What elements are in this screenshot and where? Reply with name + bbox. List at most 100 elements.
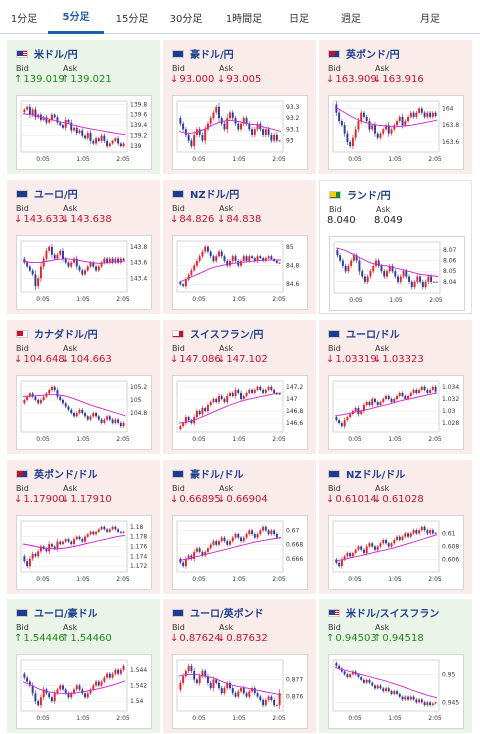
tab-4[interactable]: 1時間足 (225, 13, 263, 25)
currency-card[interactable]: 豪ドル/円 Bid Ask ↓93.000 ↓93.005 93.3 93.2 93.1 93 0… (163, 40, 316, 174)
candle (242, 537, 245, 542)
pair-title[interactable]: ユーロ/豪ドル (16, 605, 98, 620)
pair-title[interactable]: 米ドル/スイスフラン (328, 605, 439, 620)
pair-title[interactable]: 米ドル/円 (16, 46, 78, 61)
pair-title[interactable]: NZドル/ドル (328, 466, 405, 481)
price-chart[interactable]: 0.877 0.876 0:05 1:05 2:05 (172, 654, 308, 729)
pair-title[interactable]: ユーロ/円 (16, 186, 78, 201)
tab-1[interactable]: 5分足 (48, 0, 104, 34)
candle (56, 117, 59, 123)
bid-value: 8.040 (327, 215, 356, 226)
currency-card[interactable]: 豪ドル/ドル Bid Ask ↓0.66895 ↓0.66904 0.67 0.668 0.6… (163, 460, 316, 594)
candle (117, 138, 120, 144)
candle (103, 135, 106, 141)
candle (184, 671, 187, 677)
pair-title[interactable]: スイスフラン/円 (172, 326, 263, 341)
flag-icon (16, 49, 28, 58)
currency-card[interactable]: NZドル/ドル Bid Ask ↓0.61014 ↓0.61028 0.61 0.608 0.… (319, 460, 472, 594)
bid-label: Bid (16, 623, 29, 632)
bid-value: 163.909 (335, 74, 377, 85)
candle (92, 531, 95, 535)
price-chart[interactable]: 139.8 139.6 139.4 139.2 139 0:05 1:05 2:05 (16, 95, 152, 170)
currency-card[interactable]: 英ポンド/ドル Bid Ask ↓1.17900 ↓1.17910 1.18 1.178 1.… (7, 460, 160, 594)
price-chart[interactable]: 93.3 93.2 93.1 93 0:05 1:05 2:05 (172, 95, 308, 170)
candle (429, 389, 432, 393)
currency-card[interactable]: 英ポンド/円 Bid Ask ↓163.909 ↓163.916 164 163.8 163.… (319, 40, 472, 174)
pair-title[interactable]: 豪ドル/ドル (172, 466, 244, 481)
pair-title[interactable]: 英ポンド/ドル (16, 466, 98, 481)
tab-2[interactable]: 15分足 (115, 13, 149, 25)
candle (204, 246, 207, 252)
price-chart[interactable]: 1.544 1.542 1.54 0:05 1:05 2:05 (16, 654, 152, 729)
candle (31, 685, 34, 694)
candle (119, 143, 122, 147)
candle (409, 533, 412, 537)
price-chart[interactable]: 8.07 8.06 8.05 8.04 0:05 1:05 2:05 (329, 236, 465, 311)
pair-title[interactable]: ユーロ/英ポンド (172, 605, 264, 620)
candle (242, 688, 245, 694)
pair-title[interactable]: カナダドル/円 (16, 326, 98, 341)
pair-title[interactable]: 豪ドル/円 (172, 46, 234, 61)
candle (198, 411, 201, 415)
candle (117, 669, 120, 674)
candle (418, 530, 421, 534)
candle (182, 423, 185, 427)
candle (198, 256, 201, 261)
candle (53, 693, 56, 702)
price-chart[interactable]: 143.8 143.6 143.4 0:05 1:05 2:05 (16, 235, 152, 310)
pair-title[interactable]: ユーロ/ドル (328, 326, 400, 341)
tab-3[interactable]: 30分足 (169, 13, 203, 25)
arrow-down-icon: ↓ (170, 214, 179, 225)
candle (86, 416, 89, 420)
price-chart[interactable]: 1.034 1.032 1.03 1.028 0:05 1:05 2:05 (328, 375, 464, 450)
price-chart[interactable]: 85 84.8 84.6 0:05 1:05 2:05 (172, 235, 308, 310)
y-tick-label: 164 (442, 106, 454, 113)
currency-card[interactable]: ランド/円 Bid Ask 8.040 8.049 8.07 8.06 8.05 8.04 0:0… (319, 180, 472, 314)
candle (396, 121, 398, 126)
currency-card[interactable]: ユーロ/豪ドル Bid Ask ↑1.54446 ↑1.54460 1.544 1.542 1… (7, 599, 160, 733)
candlestick-chart: 8.07 8.06 8.05 8.04 0:05 1:05 2:05 (333, 241, 457, 304)
price-chart[interactable]: 105.2 105 104.8 0:05 1:05 2:05 (16, 375, 152, 450)
candle (190, 555, 193, 559)
tab-6[interactable]: 週足 (341, 13, 361, 25)
ask-value: 0.61028 (382, 494, 424, 505)
x-tick-label: 0:05 (192, 156, 206, 163)
y-tick-label: 85 (286, 244, 294, 251)
currency-card[interactable]: ユーロ/ドル Bid Ask ↓1.03319 ↓1.03323 1.034 1.032 1.… (319, 320, 472, 454)
candle (220, 395, 223, 399)
currency-card[interactable]: ユーロ/英ポンド Bid Ask ↓0.87624 ↓0.87632 0.877 0.876… (163, 599, 316, 733)
candle (100, 681, 103, 686)
currency-card[interactable]: 米ドル/スイスフラン Bid Ask ↑0.94503 ↑0.94518 0.95 0.94… (319, 599, 472, 733)
candle (262, 129, 265, 135)
price-chart[interactable]: 164 163.8 163.6 0:05 1:05 2:05 (328, 95, 464, 170)
price-chart[interactable]: 1.18 1.178 1.176 1.174 1.172 0:05 1:05 2:05 (16, 515, 152, 590)
candlestick-chart: 147.2 147 146.8 146.6 0:05 1:05 2:05 (176, 380, 303, 443)
candle (396, 691, 398, 694)
pair-title[interactable]: 英ポンド/円 (328, 46, 400, 61)
price-chart[interactable]: 0.95 0.945 0:05 1:05 2:05 (328, 654, 464, 729)
price-chart[interactable]: 0.61 0.608 0.606 0:05 1:05 2:05 (328, 515, 464, 590)
pair-title[interactable]: ランド/円 (329, 187, 391, 202)
arrow-down-icon: ↓ (14, 494, 23, 505)
candle (398, 693, 401, 697)
candle (396, 395, 398, 399)
currency-card[interactable]: ユーロ/円 Bid Ask ↓143.633 ↓143.638 143.8 143.6 143… (7, 180, 160, 314)
tab-0[interactable]: 1分足 (10, 13, 38, 25)
tab-5[interactable]: 日足 (289, 13, 309, 25)
ask-value: 0.87632 (226, 633, 268, 644)
candle (67, 539, 70, 542)
currency-card[interactable]: 米ドル/円 Bid Ask ↑139.019 ↑139.021 139.8 139.6 139… (7, 40, 160, 174)
currency-card[interactable]: カナダドル/円 Bid Ask ↓104.648 ↓104.663 105.2 105 104… (7, 320, 160, 454)
candle (264, 258, 267, 261)
price-chart[interactable]: 0.67 0.668 0.666 0:05 1:05 2:05 (172, 515, 308, 590)
candle (248, 530, 251, 535)
tab-7[interactable]: 月足 (420, 13, 440, 25)
ask-price: ↓1.03323 (373, 354, 424, 365)
candle (122, 665, 125, 670)
plot-frame (176, 520, 284, 573)
currency-card[interactable]: NZドル/円 Bid Ask ↓84.826 ↓84.838 85 84.8 84.6 0:05… (163, 180, 316, 314)
pair-title[interactable]: NZドル/円 (172, 186, 239, 201)
currency-card[interactable]: スイスフラン/円 Bid Ask ↓147.086 ↓147.102 147.2 147 14… (163, 320, 316, 454)
price-chart[interactable]: 147.2 147 146.8 146.6 0:05 1:05 2:05 (172, 375, 308, 450)
candle (23, 556, 26, 562)
